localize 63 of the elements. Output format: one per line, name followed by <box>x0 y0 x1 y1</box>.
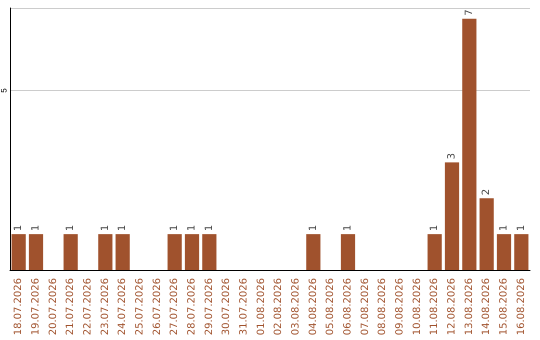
bar <box>306 234 320 270</box>
data-label: 1 <box>100 224 111 232</box>
bar <box>184 234 200 270</box>
bar <box>462 18 476 270</box>
data-label: 1 <box>308 224 319 232</box>
x-tick-label: 27.07.2026 <box>169 278 180 336</box>
data-label: 7 <box>464 9 475 16</box>
x-tick-label: 23.07.2026 <box>100 278 111 336</box>
data-label: 1 <box>204 224 215 232</box>
data-label: 1 <box>65 224 76 232</box>
x-tick-label: 16.08.2026 <box>516 278 527 336</box>
x-tick-label: 13.08.2026 <box>464 278 475 336</box>
bar <box>98 234 112 270</box>
x-tick-label: 12.08.2026 <box>446 278 458 336</box>
x-tick-label: 25.07.2026 <box>134 278 146 336</box>
data-label: 1 <box>13 224 24 232</box>
x-tick-label: 20.07.2026 <box>48 278 59 336</box>
x-tick-label: 03.08.2026 <box>290 278 302 336</box>
x-tick-label: 15.08.2026 <box>498 278 510 336</box>
data-label: 1 <box>117 224 128 232</box>
x-tick-label: 08.08.2026 <box>377 278 388 336</box>
data-label: 3 <box>446 152 458 160</box>
x-tick-label: 09.08.2026 <box>394 278 406 336</box>
bar <box>514 234 528 270</box>
data-label: 1 <box>429 224 440 232</box>
x-tick-label: 28.07.2026 <box>186 278 198 336</box>
bar <box>28 234 44 270</box>
data-label: 1 <box>186 224 198 232</box>
x-tick-label: 05.08.2026 <box>325 278 336 336</box>
data-label: 1 <box>516 224 527 232</box>
bar <box>340 234 356 270</box>
x-tick-label: 22.07.2026 <box>82 278 94 336</box>
x-tick-label: 18.07.2026 <box>13 278 24 336</box>
bar <box>202 234 216 270</box>
x-tick-label: 26.07.2026 <box>152 278 163 336</box>
x-tick-label: 30.07.2026 <box>221 278 232 336</box>
x-tick-label: 21.07.2026 <box>65 278 76 336</box>
bar <box>480 198 494 270</box>
bar <box>496 234 512 270</box>
x-tick-label: 19.07.2026 <box>30 278 42 336</box>
bar <box>168 234 182 270</box>
bar <box>64 234 78 270</box>
x-tick-label: 02.08.2026 <box>273 278 284 336</box>
bar <box>444 162 460 270</box>
data-label: 1 <box>342 224 354 232</box>
data-label: 1 <box>169 224 180 232</box>
data-label: 1 <box>498 224 510 232</box>
bar <box>116 234 130 270</box>
x-tick-label: 04.08.2026 <box>308 278 319 336</box>
data-label: 1 <box>30 224 42 232</box>
x-tick-label: 31.07.2026 <box>238 278 250 336</box>
data-label: 2 <box>481 188 492 196</box>
y-tick-label: 5 <box>0 88 8 93</box>
x-tick-label: 11.08.2026 <box>429 278 440 336</box>
x-tick-label: 29.07.2026 <box>204 278 215 336</box>
x-tick-label: 06.08.2026 <box>342 278 354 336</box>
x-tick-label: 10.08.2026 <box>412 278 423 336</box>
x-tick-label: 24.07.2026 <box>117 278 128 336</box>
x-tick-label: 14.08.2026 <box>481 278 492 336</box>
bar <box>428 234 442 270</box>
x-tick-label: 07.08.2026 <box>360 278 371 336</box>
bar <box>12 234 26 270</box>
x-tick-label: 01.08.2026 <box>256 278 267 336</box>
